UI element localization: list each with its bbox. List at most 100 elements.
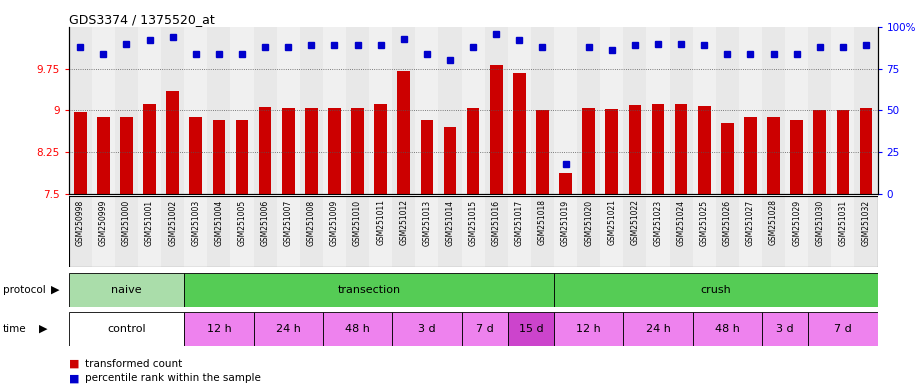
Bar: [739, 196, 762, 267]
Text: 3 d: 3 d: [776, 324, 794, 334]
Bar: [97, 117, 110, 384]
Bar: [721, 122, 734, 384]
Bar: [277, 196, 300, 267]
Bar: [462, 312, 507, 346]
Text: GSM251016: GSM251016: [492, 199, 501, 245]
Text: 48 h: 48 h: [714, 324, 740, 334]
Text: 12 h: 12 h: [206, 324, 231, 334]
Bar: [392, 312, 462, 346]
Bar: [138, 27, 161, 194]
Bar: [785, 27, 808, 194]
Text: GSM251024: GSM251024: [677, 199, 685, 245]
Text: GSM251013: GSM251013: [422, 199, 431, 245]
Text: GSM251017: GSM251017: [515, 199, 524, 245]
Text: GSM251000: GSM251000: [122, 199, 131, 246]
Text: 7 d: 7 d: [834, 324, 852, 334]
Bar: [715, 27, 739, 194]
Bar: [161, 196, 184, 267]
Bar: [536, 111, 549, 384]
Bar: [190, 117, 202, 384]
Bar: [791, 121, 803, 384]
Bar: [184, 312, 254, 346]
Bar: [467, 108, 479, 384]
Bar: [577, 196, 600, 267]
Bar: [577, 27, 600, 194]
Bar: [462, 27, 485, 194]
Text: GSM251032: GSM251032: [861, 199, 870, 245]
Bar: [692, 312, 762, 346]
Bar: [277, 27, 300, 194]
Bar: [69, 196, 92, 267]
Text: ■: ■: [69, 373, 79, 383]
Bar: [300, 27, 323, 194]
Bar: [762, 312, 808, 346]
Bar: [623, 196, 647, 267]
Text: GSM251009: GSM251009: [330, 199, 339, 246]
Bar: [305, 108, 318, 384]
Bar: [254, 27, 277, 194]
Bar: [605, 109, 618, 384]
Text: GSM251003: GSM251003: [191, 199, 201, 246]
Bar: [554, 273, 878, 307]
Bar: [323, 196, 346, 267]
Bar: [114, 196, 138, 267]
Bar: [231, 196, 254, 267]
Bar: [785, 196, 808, 267]
Text: transformed count: transformed count: [85, 359, 182, 369]
Bar: [443, 127, 456, 384]
Bar: [855, 27, 878, 194]
Bar: [531, 196, 554, 267]
Text: GSM251031: GSM251031: [838, 199, 847, 245]
Text: GSM251021: GSM251021: [607, 199, 616, 245]
Bar: [507, 312, 554, 346]
Bar: [143, 104, 156, 384]
Bar: [670, 27, 692, 194]
Bar: [462, 196, 485, 267]
Bar: [392, 27, 415, 194]
Text: 15 d: 15 d: [518, 324, 543, 334]
Text: GSM251018: GSM251018: [538, 199, 547, 245]
Text: naive: naive: [111, 285, 142, 295]
Bar: [507, 196, 531, 267]
Text: GSM251007: GSM251007: [284, 199, 293, 246]
Bar: [832, 196, 855, 267]
Text: control: control: [107, 324, 146, 334]
Bar: [768, 117, 780, 384]
Bar: [207, 27, 231, 194]
Bar: [415, 27, 439, 194]
Bar: [254, 196, 277, 267]
Bar: [554, 27, 577, 194]
Bar: [161, 27, 184, 194]
Bar: [282, 108, 295, 384]
Text: ▶: ▶: [38, 324, 47, 334]
Bar: [439, 27, 462, 194]
Text: protocol: protocol: [3, 285, 46, 295]
Bar: [231, 27, 254, 194]
Bar: [739, 27, 762, 194]
Text: ■: ■: [69, 359, 79, 369]
Bar: [259, 107, 271, 384]
Bar: [323, 312, 392, 346]
Bar: [698, 106, 711, 384]
Text: percentile rank within the sample: percentile rank within the sample: [85, 373, 261, 383]
Bar: [92, 196, 114, 267]
Text: GSM251022: GSM251022: [630, 199, 639, 245]
Bar: [369, 196, 392, 267]
Text: GSM251015: GSM251015: [469, 199, 477, 245]
Bar: [485, 196, 507, 267]
Text: GSM250998: GSM250998: [76, 199, 85, 246]
Text: 48 h: 48 h: [345, 324, 370, 334]
Bar: [138, 196, 161, 267]
Text: GSM251010: GSM251010: [353, 199, 362, 245]
Bar: [623, 27, 647, 194]
Bar: [485, 27, 507, 194]
Bar: [554, 196, 577, 267]
Bar: [69, 27, 92, 194]
Bar: [213, 121, 225, 384]
Text: 24 h: 24 h: [276, 324, 300, 334]
Text: GSM251011: GSM251011: [376, 199, 385, 245]
Bar: [762, 196, 785, 267]
Bar: [554, 312, 623, 346]
Text: GSM251026: GSM251026: [723, 199, 732, 245]
Bar: [184, 27, 207, 194]
